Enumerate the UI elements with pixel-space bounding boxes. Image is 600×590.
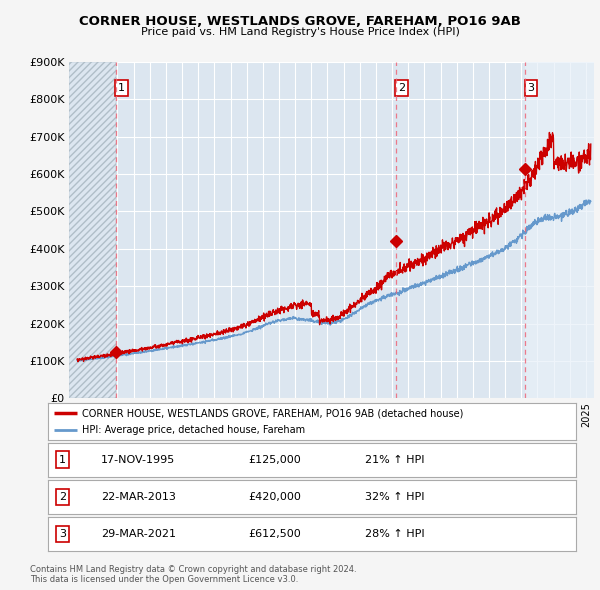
Text: 29-MAR-2021: 29-MAR-2021 [101, 529, 176, 539]
Text: 22-MAR-2013: 22-MAR-2013 [101, 492, 176, 502]
Text: 17-NOV-1995: 17-NOV-1995 [101, 455, 175, 464]
Text: 1: 1 [59, 455, 66, 464]
Text: 3: 3 [527, 83, 535, 93]
Text: 32% ↑ HPI: 32% ↑ HPI [365, 492, 424, 502]
Bar [69, 62, 116, 398]
Text: £612,500: £612,500 [248, 529, 301, 539]
Text: 1: 1 [118, 83, 125, 93]
Text: £420,000: £420,000 [248, 492, 302, 502]
Text: 2: 2 [398, 83, 405, 93]
Text: 3: 3 [59, 529, 66, 539]
Text: CORNER HOUSE, WESTLANDS GROVE, FAREHAM, PO16 9AB (detached house): CORNER HOUSE, WESTLANDS GROVE, FAREHAM, … [82, 408, 464, 418]
Text: £125,000: £125,000 [248, 455, 301, 464]
Text: HPI: Average price, detached house, Fareham: HPI: Average price, detached house, Fare… [82, 425, 305, 435]
Bar [525, 62, 594, 398]
Text: 2: 2 [59, 492, 67, 502]
Text: Contains HM Land Registry data © Crown copyright and database right 2024.
This d: Contains HM Land Registry data © Crown c… [30, 565, 356, 584]
Text: CORNER HOUSE, WESTLANDS GROVE, FAREHAM, PO16 9AB: CORNER HOUSE, WESTLANDS GROVE, FAREHAM, … [79, 15, 521, 28]
Text: Price paid vs. HM Land Registry's House Price Index (HPI): Price paid vs. HM Land Registry's House … [140, 27, 460, 37]
Text: 28% ↑ HPI: 28% ↑ HPI [365, 529, 424, 539]
Bar [69, 62, 116, 398]
Text: 21% ↑ HPI: 21% ↑ HPI [365, 455, 424, 464]
